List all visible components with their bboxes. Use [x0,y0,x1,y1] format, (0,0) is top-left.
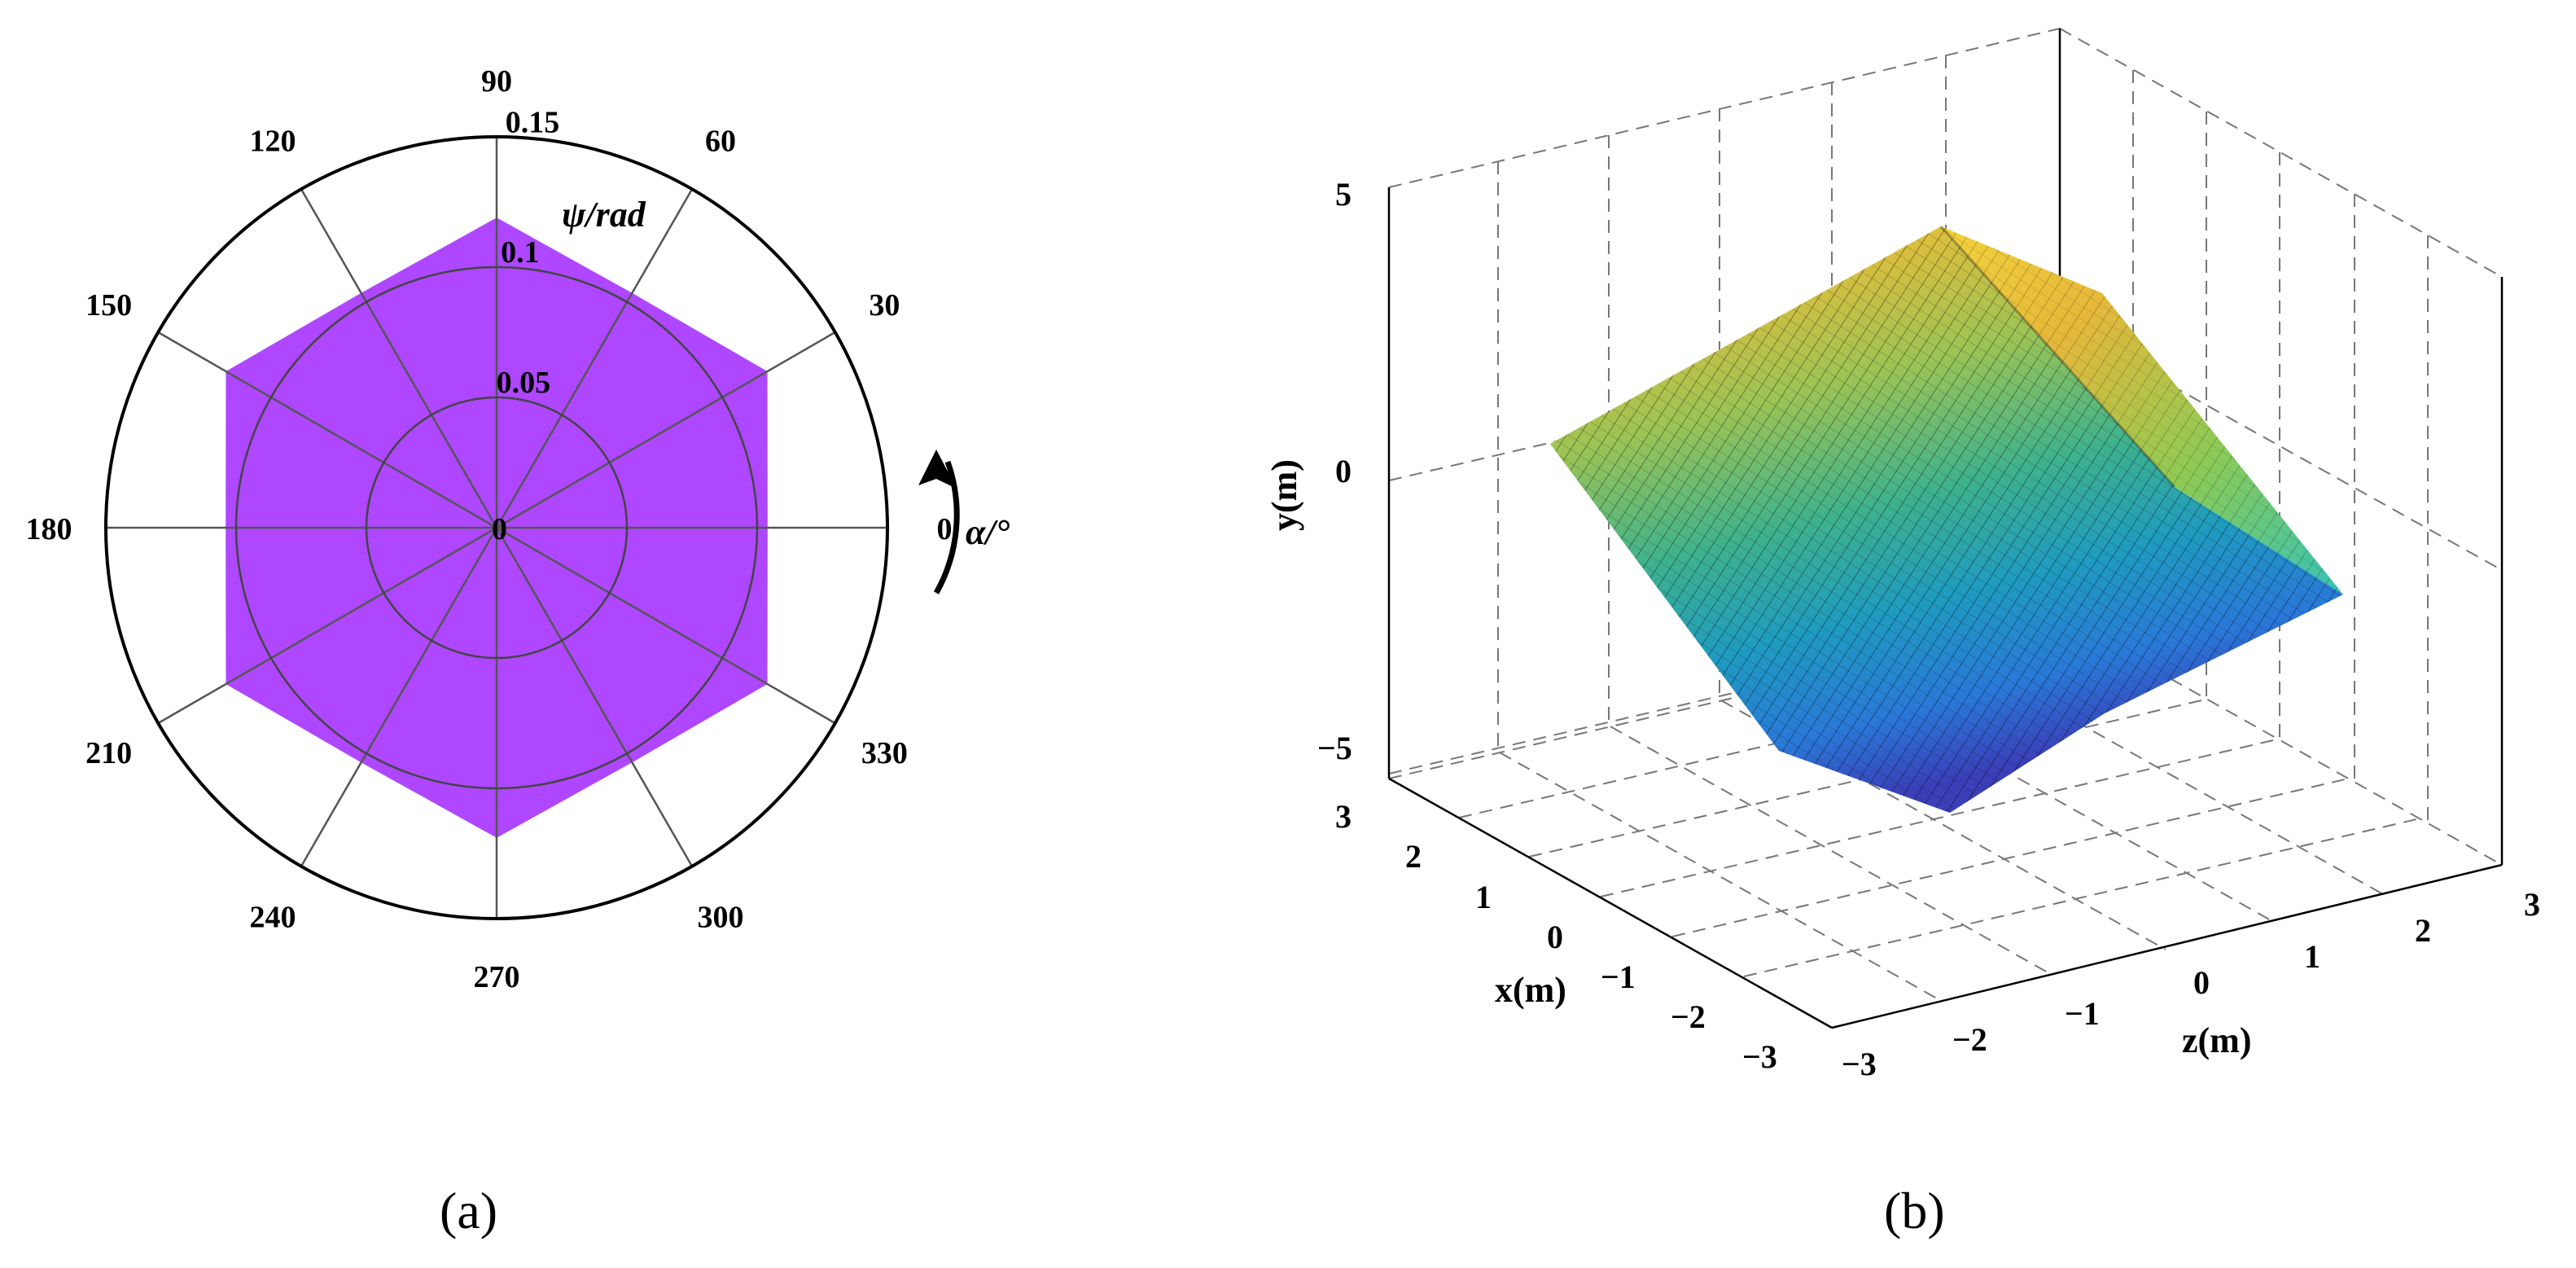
z-tick: −2 [1952,1021,1987,1058]
angle-tick-label: 60 [705,125,736,159]
z-tick: −3 [1842,1046,1877,1082]
angle-tick-label: 120 [250,125,296,159]
angle-tick-label: 240 [250,900,296,934]
x-tick: −3 [1742,1038,1777,1075]
angle-grid-line [495,188,694,529]
angle-grid-line [157,331,497,529]
angle-grid-line [496,526,836,725]
z-tick: 3 [2524,886,2540,923]
radial-grid-circle [365,396,629,660]
z-ticks: −3 −2 −1 0 1 2 3 [1842,886,2540,1082]
polar-grid [104,135,889,920]
angle-tick-labels: 0 30 60 90 120 150 180 210 240 270 300 330 [26,64,953,994]
y-tick: −5 [1317,730,1352,766]
surface-3d-chart: 5 0 −5 3 2 1 0 −1 −2 −3 −3 −2 −1 0 1 2 3… [1264,28,2540,1082]
x-tick: −1 [1601,959,1636,995]
radial-tick-label: 0 [492,512,507,546]
x-tick: 1 [1475,879,1492,915]
panel-label-b: (b) [1884,1182,1945,1239]
angle-tick-label: 210 [85,736,132,770]
radial-tick-label: 0.15 [506,105,560,139]
surface-side-mesh [1941,226,2343,595]
y-tick: 5 [1335,176,1352,213]
z-tick: 2 [2415,912,2431,949]
y-tick: 0 [1335,453,1352,489]
x-tick: −2 [1671,998,1706,1035]
radial-axis-label: ψ/rad [562,195,646,235]
polar-chart: 0 0.05 0.1 0.15 0 30 60 90 120 150 180 210 240 270 30… [26,64,1010,994]
angle-grid-line [496,331,836,529]
angle-tick-label: 330 [861,736,908,770]
radial-tick-label: 0.1 [501,235,540,270]
radial-grid-circle [104,135,889,920]
x-tick: 3 [1335,798,1352,835]
x-ticks: 3 2 1 0 −1 −2 −3 [1335,798,1777,1075]
angle-tick-label: 300 [698,900,744,934]
z-axis-label: z(m) [2182,1020,2252,1060]
z-tick: 1 [2304,938,2320,975]
radial-tick-label: 0.05 [497,366,551,400]
surface [1550,225,2343,813]
angle-tick-label: 180 [26,512,72,546]
surface-ridge [1939,225,2176,489]
angle-grid-line [495,527,694,867]
angle-grid-line [300,527,498,867]
y-ticks: 5 0 −5 [1317,176,1352,766]
angle-grid-line [300,188,498,529]
x-tick: 0 [1547,919,1563,955]
surface-mesh [1550,226,2343,813]
angle-tick-label: 270 [474,960,520,994]
angle-tick-label: 30 [869,288,900,322]
angle-tick-label: 90 [481,64,512,99]
x-axis-label: x(m) [1495,970,1566,1010]
rotation-arrow-arc [933,460,960,595]
angle-axis-label: α/° [966,512,1010,552]
z-tick: 0 [2193,964,2210,1001]
x-tick: 2 [1405,838,1422,875]
panel-label-a: (a) [440,1182,497,1239]
angle-tick-label: 150 [85,288,132,322]
y-axis-label: y(m) [1264,459,1304,531]
angle-grid-line [157,526,497,725]
z-tick: −1 [2065,995,2100,1032]
rotation-arrow-head-icon [918,450,957,489]
radial-grid-circle [234,265,759,790]
angle-tick-label: 0 [937,512,953,546]
radial-tick-labels: 0 0.05 0.1 0.15 [492,105,559,546]
